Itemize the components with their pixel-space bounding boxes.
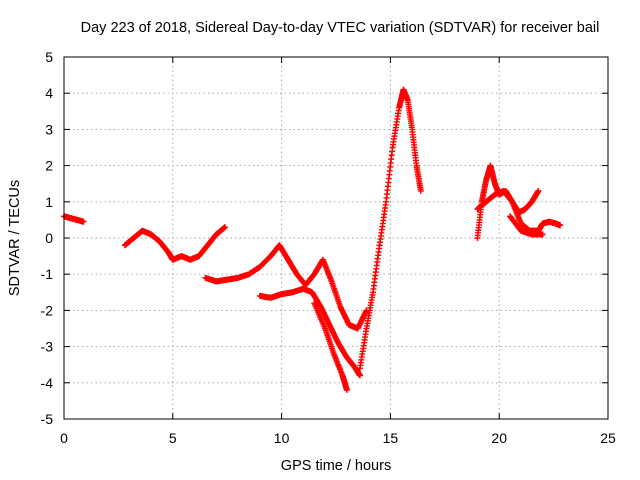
y-tick-label: 0 [45,230,53,246]
y-tick-label: 4 [45,85,53,101]
series-trace-5 [256,285,363,379]
x-axis-label: GPS time / hours [281,458,391,474]
y-tick-label: 2 [45,158,53,174]
y-tick-label: 1 [45,194,53,210]
plot-frame [63,56,609,420]
x-tick-label: 25 [600,430,616,446]
x-tick-label: 20 [491,430,507,446]
data-point-marker [80,218,87,225]
data-point-marker [557,222,564,229]
data-point-marker [417,187,424,194]
y-tick-label: 5 [45,49,53,65]
data-point-marker [356,372,363,379]
series-trace-1 [61,213,87,225]
y-tick-label: -3 [41,339,54,355]
x-tick-label: 0 [60,430,68,446]
data-point-marker [343,387,350,394]
x-tick-label: 15 [383,430,399,446]
y-axis-label: SDTVAR / TECUs [7,180,23,296]
x-tick-label: 5 [169,430,177,446]
x-axis-tick-labels: 0 5 10 15 20 25 [60,430,616,446]
series-trace-9 [474,187,564,234]
data-point-marker [535,187,542,194]
data-points [61,86,564,394]
y-axis-tick-labels: -5 -4 -3 -2 -1 0 1 2 3 4 5 [41,49,54,427]
y-tick-label: -5 [41,411,54,427]
series-trace-6 [311,300,350,394]
y-tick-label: -1 [41,266,54,282]
data-point-marker [539,231,546,238]
y-tick-label: -4 [41,375,54,391]
series-trace-3 [202,242,283,285]
data-point-marker [222,224,229,231]
series-trace-7 [356,86,424,372]
x-tick-label: 10 [274,430,290,446]
series-trace-2 [121,224,229,263]
series-trace-4 [276,242,370,332]
chart-title: Day 223 of 2018, Sidereal Day-to-day VTE… [81,20,600,36]
series-trace-10 [507,213,546,238]
y-tick-label: -2 [41,302,54,318]
y-tick-label: 3 [45,121,53,137]
